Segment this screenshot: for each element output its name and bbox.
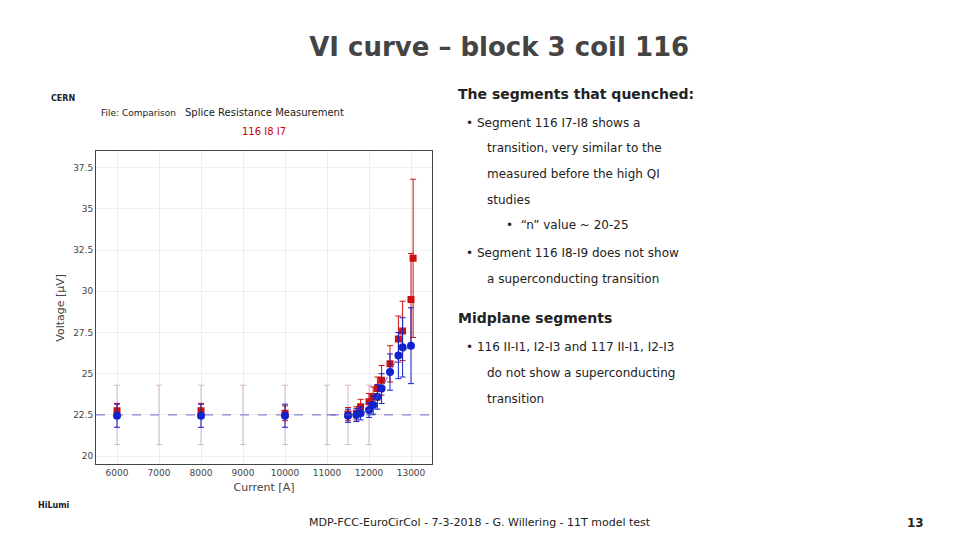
svg-text:VI curve – block 3 coil 116: VI curve – block 3 coil 116 <box>309 32 689 62</box>
svg-text:6000: 6000 <box>106 468 129 478</box>
svg-text:transition: transition <box>487 392 544 406</box>
svg-text:Splice Resistance Measurement: Splice Resistance Measurement <box>185 107 344 118</box>
svg-text:• “n” value ~ 20-25: • “n” value ~ 20-25 <box>506 218 629 232</box>
svg-text:30: 30 <box>82 286 94 296</box>
svg-text:35: 35 <box>82 204 93 214</box>
svg-text:10000: 10000 <box>271 468 300 478</box>
svg-text:MDP-FCC-EuroCirCol - 7-3-2018: MDP-FCC-EuroCirCol - 7-3-2018 - G. Wille… <box>309 516 651 529</box>
svg-text:9000: 9000 <box>232 468 255 478</box>
svg-text:22.5: 22.5 <box>73 410 93 420</box>
svg-text:8000: 8000 <box>190 468 213 478</box>
svg-text:7000: 7000 <box>148 468 171 478</box>
svg-text:studies: studies <box>487 193 530 207</box>
svg-text:• 116 II-I1, I2-I3 and 117 II-: • 116 II-I1, I2-I3 and 117 II-I1, I2-I3 <box>466 340 674 354</box>
svg-text:27.5: 27.5 <box>73 328 93 338</box>
svg-text:do not show a superconducting: do not show a superconducting <box>487 366 675 380</box>
svg-text:Current [A]: Current [A] <box>234 481 295 494</box>
svg-text:11000: 11000 <box>313 468 342 478</box>
svg-text:• Segment 116 I7-I8 shows a: • Segment 116 I7-I8 shows a <box>466 116 640 130</box>
svg-text:CERN: CERN <box>51 94 75 103</box>
svg-text:32.5: 32.5 <box>73 245 93 255</box>
svg-text:13: 13 <box>907 516 924 530</box>
svg-text:Voltage [µV]: Voltage [µV] <box>54 274 67 342</box>
svg-text:measured before the high QI: measured before the high QI <box>487 167 660 181</box>
svg-text:12000: 12000 <box>355 468 384 478</box>
svg-text:20: 20 <box>82 451 94 461</box>
svg-text:HiLumi: HiLumi <box>38 501 70 510</box>
svg-text:37.5: 37.5 <box>73 163 93 173</box>
svg-text:a superconducting transition: a superconducting transition <box>487 272 659 286</box>
svg-text:transition, very similar to th: transition, very similar to the <box>487 141 662 155</box>
svg-text:25: 25 <box>82 369 93 379</box>
svg-text:Midplane segments: Midplane segments <box>458 310 612 326</box>
svg-text:File: Comparison: File: Comparison <box>101 108 176 118</box>
svg-text:116 I8 I7: 116 I8 I7 <box>242 126 286 137</box>
svg-text:The segments that quenched:: The segments that quenched: <box>458 86 694 102</box>
svg-text:• Segment 116 I8-I9 does not s: • Segment 116 I8-I9 does not show <box>466 246 679 260</box>
svg-text:13000: 13000 <box>397 468 426 478</box>
